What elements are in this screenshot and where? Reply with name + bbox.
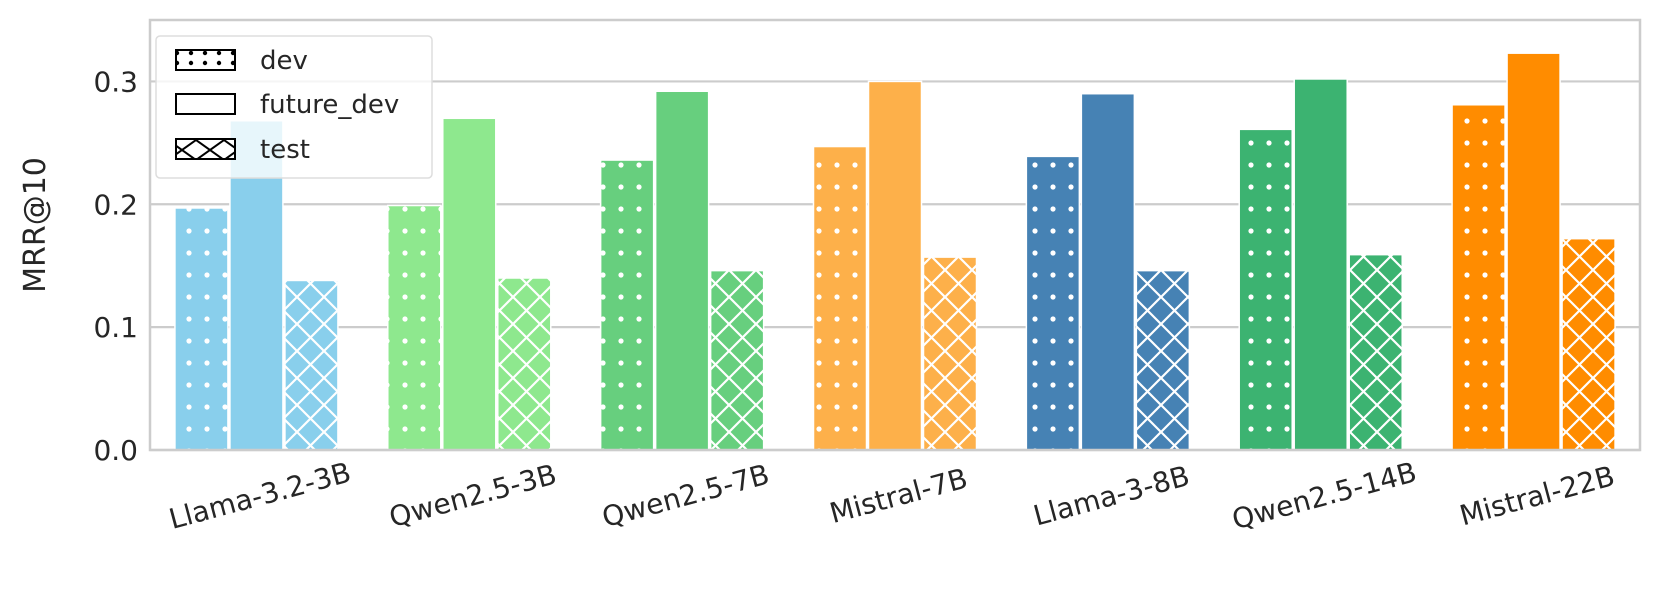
- legend-label-future-dev: future_dev: [260, 90, 399, 120]
- x-tick-label: Mistral-22B: [1456, 459, 1618, 532]
- legend: dev future_dev test: [155, 35, 433, 179]
- bar-future-dev-mistral-22b: [1506, 52, 1561, 451]
- bar-dots-hatch: [600, 160, 654, 451]
- bar-dots-hatch: [387, 205, 441, 450]
- bar-dev-llama-3-2-3b: [174, 207, 229, 451]
- bar-test-mistral-22b: [1561, 237, 1616, 451]
- bar-fill: [654, 90, 710, 451]
- bar-test-mistral-7b: [922, 256, 978, 451]
- bar-dots-hatch: [1452, 104, 1506, 451]
- y-tick-label: 0.1: [93, 311, 138, 344]
- bar-test-qwen2-5-14b: [1348, 253, 1403, 451]
- bar-dev-mistral-7b: [812, 145, 868, 451]
- bar-fill: [1080, 92, 1136, 451]
- bar-fill: [1293, 78, 1348, 451]
- legend-item-dev: dev: [175, 46, 308, 76]
- bar-test-llama-3-8b: [1135, 269, 1191, 451]
- bar-dev-qwen2-5-14b: [1238, 128, 1293, 451]
- y-axis-label: MRR@10: [18, 157, 53, 293]
- bar-test-qwen2-5-3b: [497, 277, 552, 451]
- bar-dev-qwen2-5-7b: [599, 159, 655, 451]
- x-tick-label: Mistral-7B: [826, 462, 971, 530]
- bar-fill: [867, 80, 923, 451]
- bar-test-llama-3-2-3b: [284, 279, 339, 451]
- y-tick-label: 0.3: [93, 65, 138, 98]
- bar-cross-hatch: [497, 278, 551, 450]
- bar-dev-llama-3-8b: [1025, 155, 1081, 451]
- bar-dev-qwen2-5-3b: [387, 204, 442, 451]
- legend-item-test: test: [175, 135, 310, 165]
- bar-fill: [442, 117, 497, 451]
- bar-cross-hatch: [710, 270, 764, 450]
- x-tick-label: Llama-3.2-3B: [166, 456, 355, 536]
- y-tick-label: 0.0: [93, 434, 138, 467]
- bar-future-dev-qwen2-5-3b: [442, 117, 497, 451]
- legend-swatch-future-dev: [175, 93, 236, 115]
- bar-dev-mistral-22b: [1451, 104, 1506, 451]
- legend-swatch-test-pattern: [176, 139, 235, 159]
- bar-test-qwen2-5-7b: [709, 269, 765, 451]
- x-tick-labels: Llama-3.2-3B Qwen2.5-3B Qwen2.5-7B Mistral-…: [166, 455, 1619, 536]
- y-tick-labels: 0.0 0.1 0.2 0.3: [93, 65, 138, 467]
- bar-cross-hatch: [1136, 270, 1190, 450]
- bar-dots-hatch: [813, 146, 867, 451]
- bar-fill: [1506, 52, 1561, 451]
- legend-swatch-dev-pattern: [176, 50, 235, 70]
- bar-future-dev-qwen2-5-7b: [654, 90, 710, 451]
- bar-cross-hatch: [923, 257, 977, 450]
- x-tick-label: Llama-3-8B: [1030, 459, 1193, 532]
- legend-item-future-dev: future_dev: [175, 90, 399, 120]
- bar-dots-hatch: [1026, 156, 1080, 450]
- legend-label-dev: dev: [260, 46, 308, 76]
- bar-future-dev-llama-3-8b: [1080, 92, 1136, 451]
- bar-cross-hatch: [1349, 254, 1403, 450]
- bar-dots-hatch: [174, 207, 228, 450]
- bar-future-dev-mistral-7b: [867, 80, 923, 451]
- bar-cross-hatch: [1562, 238, 1616, 450]
- bar-dots-hatch: [1239, 129, 1293, 451]
- bar-future-dev-qwen2-5-14b: [1293, 78, 1348, 451]
- x-tick-label: Qwen2.5-7B: [599, 458, 773, 534]
- legend-label-test: test: [260, 135, 310, 165]
- x-tick-label: Qwen2.5-3B: [386, 458, 560, 534]
- bar-cross-hatch: [284, 280, 338, 450]
- plot-frame: [148, 18, 1642, 452]
- y-tick-label: 0.2: [93, 188, 138, 221]
- x-tick-label: Qwen2.5-14B: [1229, 455, 1420, 536]
